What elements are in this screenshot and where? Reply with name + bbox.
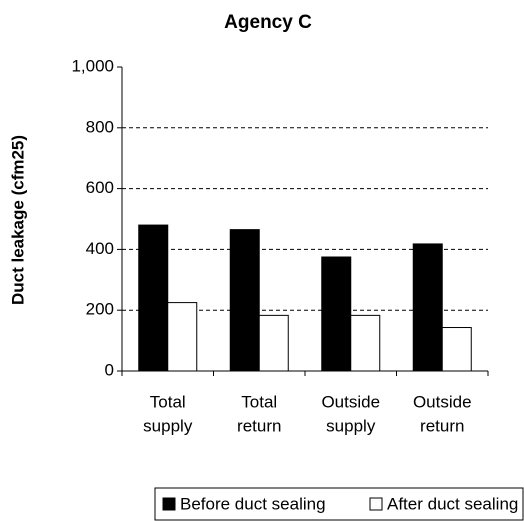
bar bbox=[167, 302, 198, 372]
x-tick-label: Outside bbox=[413, 392, 472, 411]
bar bbox=[229, 229, 260, 372]
chart-title: Agency C bbox=[224, 12, 312, 33]
bar bbox=[321, 256, 352, 372]
bar bbox=[350, 314, 381, 372]
y-tick-label: 600 bbox=[86, 178, 114, 197]
y-axis-label: Duct leakage (cfm25) bbox=[8, 135, 27, 305]
bar bbox=[412, 243, 443, 372]
x-tick-label: supply bbox=[326, 416, 376, 435]
x-tick-label: Total bbox=[241, 392, 277, 411]
x-tick-label: Total bbox=[150, 392, 186, 411]
legend-box bbox=[154, 487, 524, 521]
y-tick-label: 1,000 bbox=[71, 56, 114, 75]
x-tick-label: return bbox=[420, 416, 464, 435]
legend-label: Before duct sealing bbox=[180, 494, 326, 513]
bar bbox=[138, 224, 169, 372]
y-tick-label: 400 bbox=[86, 239, 114, 258]
legend-label: After duct sealing bbox=[387, 494, 518, 513]
y-tick-label: 800 bbox=[86, 117, 114, 136]
x-tick-label: return bbox=[237, 416, 281, 435]
bar bbox=[258, 314, 289, 372]
bar bbox=[441, 327, 472, 372]
legend-swatch bbox=[369, 497, 383, 511]
y-tick-label: 200 bbox=[86, 300, 114, 319]
legend-swatch bbox=[162, 497, 176, 511]
y-tick-label: 0 bbox=[105, 360, 114, 379]
x-tick-label: Outside bbox=[321, 392, 380, 411]
x-tick-label: supply bbox=[143, 416, 193, 435]
